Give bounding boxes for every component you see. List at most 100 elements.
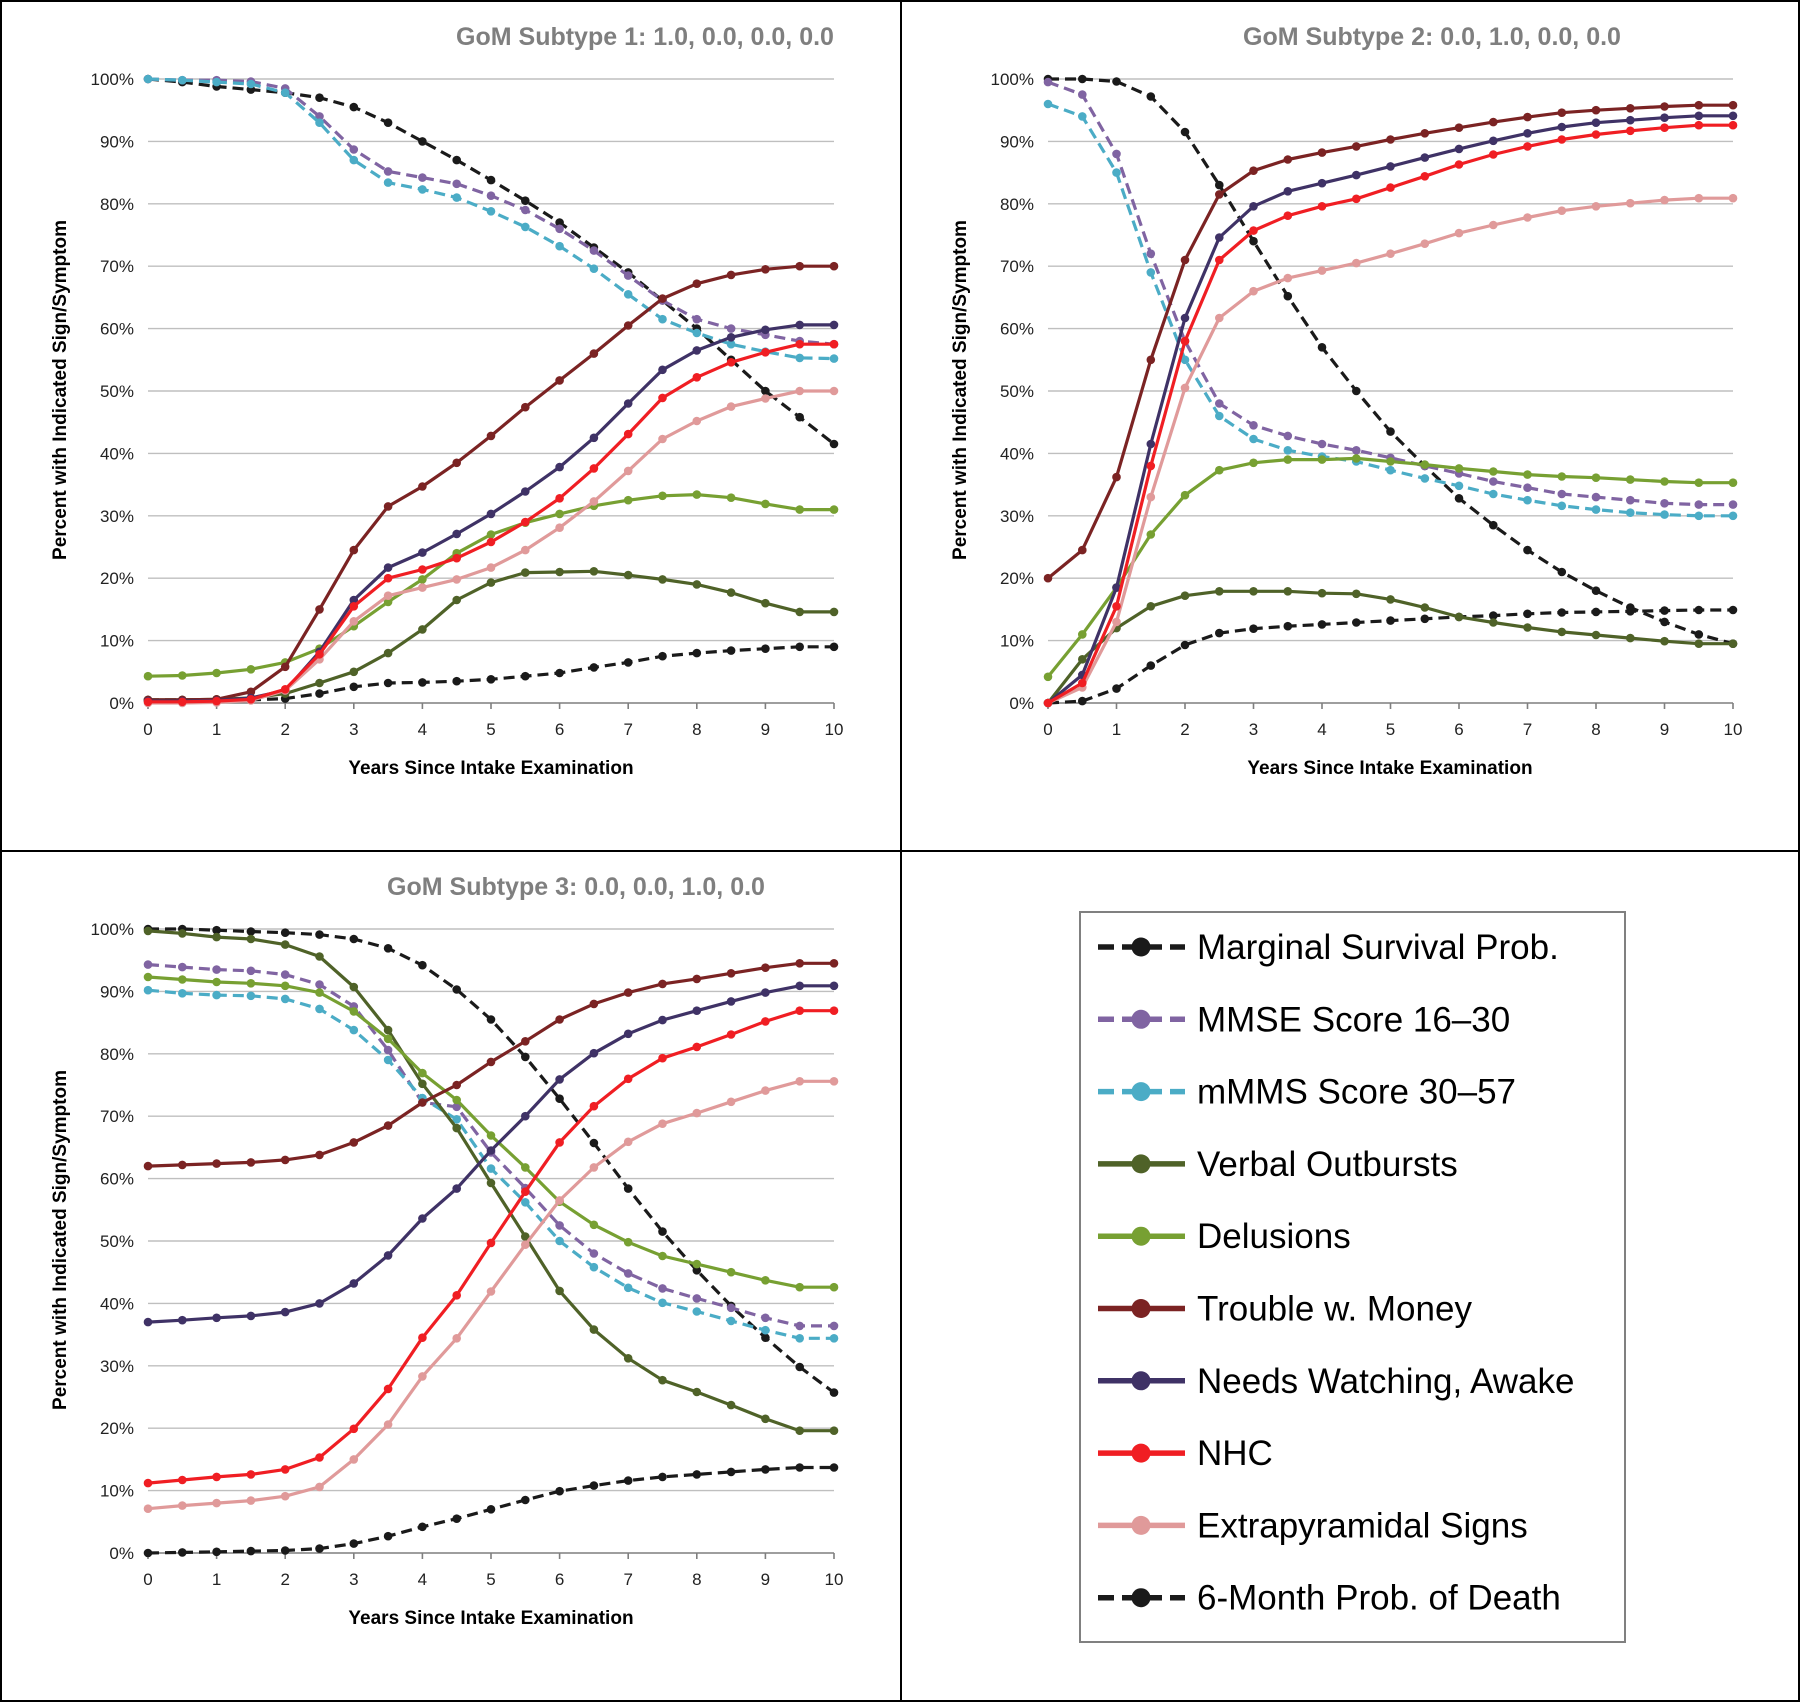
data-point-watching: [1694, 111, 1704, 121]
data-point-verbal: [349, 667, 359, 677]
y-tick-label: 0%: [109, 1544, 134, 1563]
data-point-survival: [315, 930, 324, 939]
legend-label: MMSE Score 16–30: [1197, 1000, 1510, 1039]
data-point-eps: [1591, 202, 1601, 211]
data-point-delusions: [178, 975, 187, 984]
data-point-survival: [1352, 386, 1361, 396]
data-point-eps: [349, 1455, 359, 1464]
data-point-death: [1078, 696, 1087, 706]
data-point-death: [1249, 624, 1258, 633]
data-point-survival: [829, 1388, 839, 1397]
data-point-watching: [658, 365, 667, 375]
data-point-survival: [1523, 545, 1532, 555]
data-point-death: [658, 651, 667, 661]
x-tick-label: 2: [280, 720, 289, 739]
x-axis-title: Years Since Intake Examination: [348, 1608, 633, 1629]
data-point-money: [623, 321, 633, 330]
data-point-death: [280, 1546, 290, 1555]
series-line-mmse: [147, 963, 834, 1328]
data-point-mmse: [623, 271, 633, 280]
data-point-eps: [1626, 198, 1635, 208]
x-tick-label: 5: [486, 1570, 495, 1589]
data-point-death: [1386, 616, 1395, 625]
x-tick-label: 3: [349, 720, 358, 739]
x-tick-label: 3: [1249, 720, 1258, 739]
y-tick-label: 40%: [100, 1294, 134, 1313]
data-point-eps: [589, 497, 599, 506]
data-point-verbal: [1420, 603, 1430, 612]
data-point-death: [795, 1463, 804, 1472]
data-point-death: [1660, 606, 1669, 615]
data-point-mmse: [1728, 500, 1738, 509]
data-point-money: [1489, 117, 1498, 127]
panel-border-bottom-right: [900, 850, 1800, 1702]
data-point-verbal: [143, 926, 153, 936]
data-point-verbal: [212, 932, 221, 942]
legend-label: Extrapyramidal Signs: [1197, 1506, 1528, 1545]
data-point-mmse: [1557, 489, 1567, 499]
data-point-mmms: [212, 77, 221, 87]
data-point-mmms: [418, 185, 427, 194]
legend-marker: [1131, 1226, 1151, 1246]
data-point-eps: [555, 523, 564, 532]
data-point-mmms: [1386, 465, 1395, 475]
data-point-nhc: [555, 494, 564, 503]
data-point-mmse: [178, 962, 187, 972]
data-point-nhc: [692, 1042, 702, 1052]
data-point-death: [1112, 684, 1121, 693]
data-point-nhc: [1146, 461, 1156, 471]
data-point-watching: [761, 988, 770, 997]
data-point-mmse: [829, 1321, 839, 1331]
series-watching: [143, 981, 839, 1327]
data-point-money: [280, 1155, 290, 1165]
data-point-mmse: [1146, 249, 1156, 258]
legend-item-watching: Needs Watching, Awake: [1098, 1362, 1574, 1401]
data-point-watching: [795, 981, 804, 991]
data-point-watching: [383, 563, 393, 572]
data-point-watching: [418, 1214, 427, 1223]
data-point-money: [795, 261, 804, 271]
data-point-watching: [280, 1307, 290, 1317]
data-point-mmse: [212, 965, 221, 974]
x-tick-label: 4: [418, 1570, 427, 1589]
data-point-verbal: [452, 595, 462, 605]
data-point-survival: [1694, 630, 1704, 639]
data-point-verbal: [726, 1400, 736, 1410]
series-eps: [143, 1077, 839, 1513]
data-point-nhc: [1454, 160, 1464, 169]
data-point-money: [692, 974, 702, 984]
legend-label: mMMS Score 30–57: [1197, 1073, 1516, 1112]
y-tick-label: 70%: [1000, 257, 1034, 276]
data-point-watching: [692, 1006, 702, 1015]
data-point-eps: [280, 1491, 290, 1501]
data-point-delusions: [1591, 473, 1601, 483]
data-point-survival: [315, 93, 324, 102]
data-point-eps: [1489, 220, 1498, 230]
data-point-watching: [1249, 202, 1258, 211]
data-point-mmse: [1215, 399, 1224, 408]
x-axis-title: Years Since Intake Examination: [1247, 758, 1532, 779]
data-point-delusions: [1626, 475, 1635, 484]
data-point-watching: [452, 1184, 462, 1193]
data-point-mmms: [726, 1316, 736, 1326]
data-point-nhc: [280, 1465, 290, 1474]
data-point-mmms: [692, 328, 702, 338]
legend-marker: [1131, 1154, 1151, 1174]
data-point-money: [692, 279, 702, 289]
data-point-verbal: [726, 588, 736, 597]
data-point-nhc: [418, 565, 427, 574]
data-point-eps: [418, 583, 427, 592]
legend-item-delusions: Delusions: [1098, 1217, 1351, 1256]
legend-box: [1079, 911, 1626, 1643]
data-point-eps: [1523, 213, 1532, 222]
data-point-eps: [795, 386, 804, 396]
data-point-death: [726, 1467, 736, 1477]
x-tick-label: 6: [555, 1570, 564, 1589]
data-point-delusions: [692, 490, 702, 499]
data-point-mmse: [452, 1102, 462, 1112]
data-point-death: [246, 1546, 256, 1556]
data-point-delusions: [658, 491, 667, 501]
data-point-money: [315, 605, 324, 614]
data-point-mmms: [280, 88, 290, 97]
data-point-nhc: [658, 393, 667, 403]
